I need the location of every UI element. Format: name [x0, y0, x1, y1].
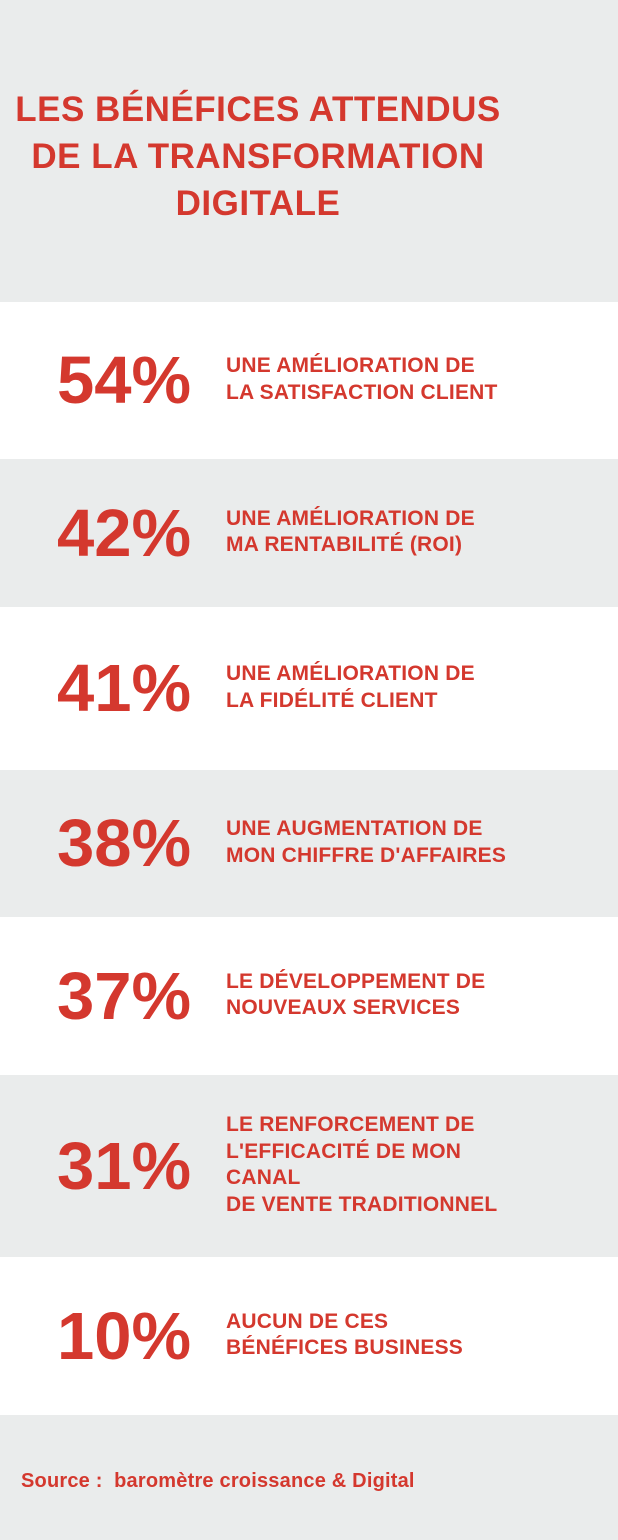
stat-label: UNE AMÉLIORATION DE MA RENTABILITÉ (ROI)	[226, 506, 475, 557]
stat-row: 54% UNE AMÉLIORATION DE LA SATISFACTION …	[0, 302, 618, 459]
stat-percent: 41%	[57, 651, 192, 726]
stat-percent: 38%	[57, 806, 192, 881]
stat-label: UNE AMÉLIORATION DE LA FIDÉLITÉ CLIENT	[226, 662, 475, 712]
infographic-footer: Source : baromètre croissance & Digital	[0, 1415, 618, 1540]
stat-label: AUCUN DE CES BÉNÉFICES BUSINESS	[226, 1309, 463, 1360]
stat-percent: 54%	[57, 343, 192, 418]
stat-row: 10% AUCUN DE CES BÉNÉFICES BUSINESS	[0, 1257, 618, 1415]
stat-percent: 31%	[57, 1128, 192, 1204]
stat-row: 42% UNE AMÉLIORATION DE MA RENTABILITÉ (…	[0, 459, 618, 607]
stat-row: 37% LE DÉVELOPPEMENT DE NOUVEAUX SERVICE…	[0, 917, 618, 1075]
stat-row: 31% LE RENFORCEMENT DE L'EFFICACITÉ DE M…	[0, 1075, 618, 1257]
stat-row: 41% UNE AMÉLIORATION DE LA FIDÉLITÉ CLIE…	[0, 607, 618, 770]
source-text: Source : baromètre croissance & Digital	[21, 1470, 415, 1492]
stat-label: UNE AUGMENTATION DE MON CHIFFRE D'AFFAIR…	[226, 817, 507, 867]
stat-row: 38% UNE AUGMENTATION DE MON CHIFFRE D'AF…	[0, 770, 618, 917]
stat-label: LE RENFORCEMENT DE L'EFFICACITÉ DE MON C…	[226, 1113, 498, 1216]
stat-percent: 10%	[57, 1298, 192, 1374]
stat-label: UNE AMÉLIORATION DE LA SATISFACTION CLIE…	[226, 354, 498, 404]
page-title: LES BÉNÉFICES ATTENDUS DE LA TRANSFORMAT…	[15, 89, 501, 223]
stat-percent: 37%	[57, 958, 192, 1034]
stat-percent: 42%	[57, 495, 192, 571]
stat-label: LE DÉVELOPPEMENT DE NOUVEAUX SERVICES	[226, 969, 486, 1020]
infographic-header: LES BÉNÉFICES ATTENDUS DE LA TRANSFORMAT…	[0, 0, 618, 302]
